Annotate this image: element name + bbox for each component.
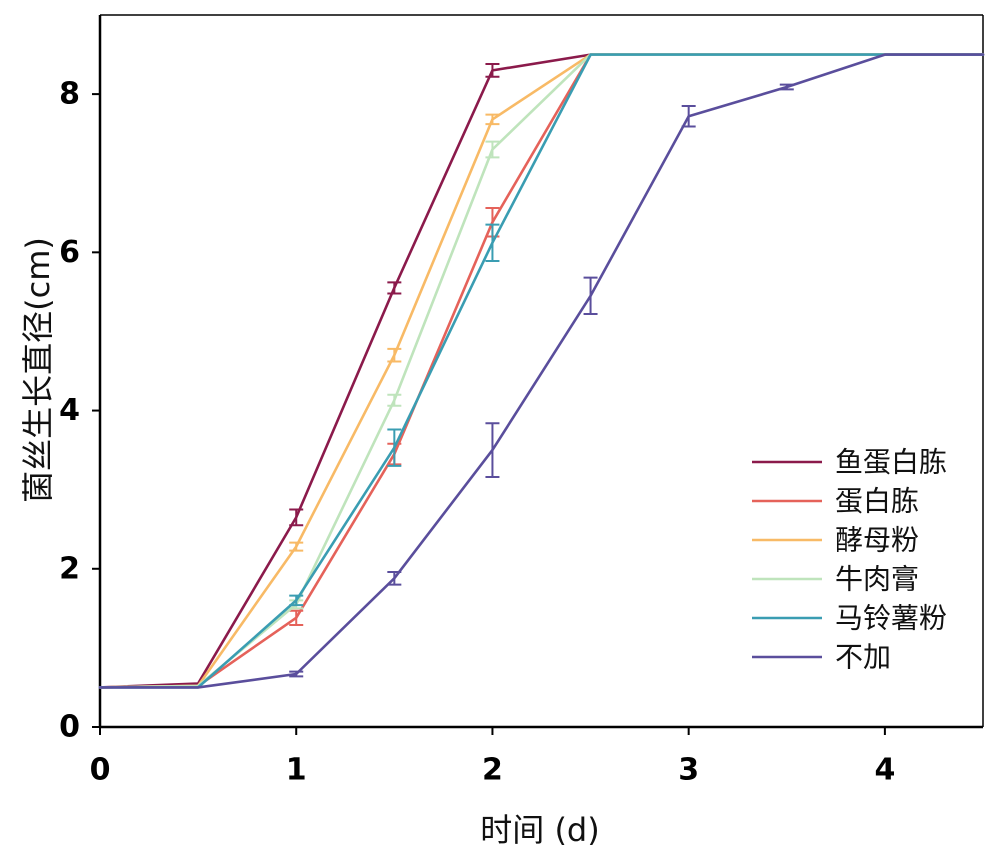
error-bar bbox=[387, 347, 402, 363]
y-tick-label: 2 bbox=[59, 551, 80, 586]
x-tick-label: 1 bbox=[286, 753, 307, 788]
legend-label: 酵母粉 bbox=[835, 524, 919, 557]
legend-label: 不加 bbox=[835, 641, 891, 674]
y-tick-label: 6 bbox=[59, 235, 80, 270]
y-tick-label: 8 bbox=[59, 77, 80, 112]
error-bar bbox=[387, 393, 402, 407]
error-bar bbox=[387, 428, 402, 467]
legend-item: 牛肉膏 bbox=[752, 563, 919, 596]
x-tick-label: 3 bbox=[678, 753, 699, 788]
error-bar bbox=[289, 609, 304, 626]
error-bar bbox=[485, 223, 500, 263]
error-bar bbox=[485, 422, 500, 479]
error-bar bbox=[779, 83, 794, 91]
x-tick-label: 2 bbox=[482, 753, 503, 788]
legend-label: 蛋白胨 bbox=[835, 485, 919, 518]
series-line-5 bbox=[98, 53, 985, 689]
plot-frame bbox=[98, 14, 984, 729]
legend-item: 不加 bbox=[752, 641, 891, 674]
legend-label: 鱼蛋白胨 bbox=[835, 446, 947, 479]
error-bar bbox=[289, 594, 304, 607]
y-tick-label: 4 bbox=[59, 393, 80, 428]
legend-item: 酵母粉 bbox=[752, 524, 919, 557]
series-group bbox=[98, 53, 985, 689]
error-bar bbox=[485, 140, 500, 159]
error-bar bbox=[485, 113, 500, 126]
error-bar bbox=[289, 670, 304, 678]
legend-label: 牛肉膏 bbox=[835, 563, 919, 596]
error-bar bbox=[387, 570, 402, 586]
error-bar bbox=[387, 281, 402, 295]
legend-item: 鱼蛋白胨 bbox=[752, 446, 947, 479]
legend-label: 马铃薯粉 bbox=[835, 602, 947, 635]
legend-item: 蛋白胨 bbox=[752, 485, 919, 518]
error-bar bbox=[485, 63, 500, 78]
axis-ticks: 0 1 2 3 4 0 2 4 6 8 bbox=[59, 77, 895, 788]
x-axis-label: 时间 (d) bbox=[480, 811, 599, 849]
x-tick-label: 4 bbox=[874, 753, 895, 788]
error-bar bbox=[583, 276, 598, 316]
y-tick-label: 0 bbox=[59, 710, 80, 745]
y-axis-label: 菌丝生长直径(cm) bbox=[19, 237, 57, 503]
error-bar bbox=[289, 541, 304, 552]
error-bar bbox=[681, 104, 696, 128]
legend-item: 马铃薯粉 bbox=[752, 602, 947, 635]
x-tick-label: 0 bbox=[90, 753, 111, 788]
error-bar bbox=[289, 508, 304, 527]
series-line-4 bbox=[98, 53, 985, 689]
